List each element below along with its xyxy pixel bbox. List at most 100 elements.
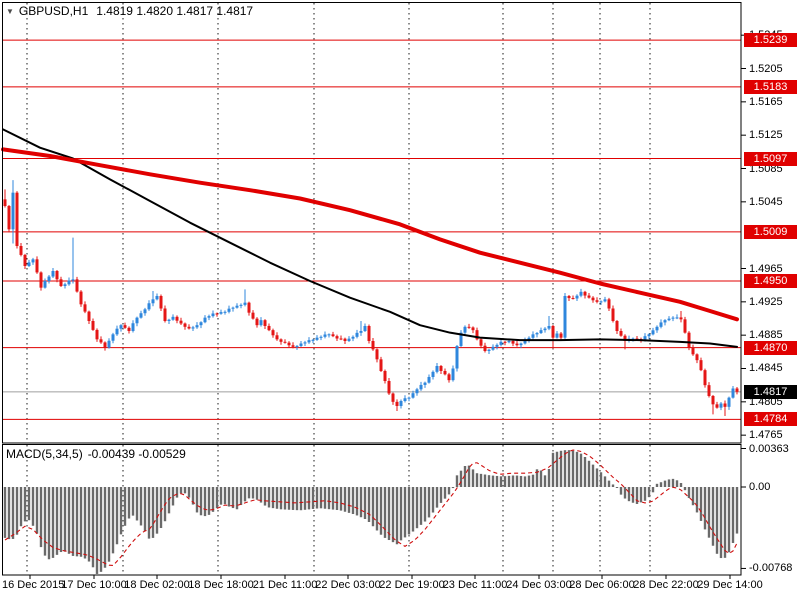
macd-histogram-bar: [179, 487, 183, 494]
candle-body: [435, 365, 439, 372]
macd-histogram-bar: [327, 487, 331, 510]
macd-histogram-bar: [443, 487, 447, 499]
macd-histogram-bar: [403, 487, 407, 538]
candle-body: [307, 340, 311, 343]
price-tick-label: 1.4805: [749, 395, 783, 408]
candle-body: [155, 295, 159, 300]
candle-body: [415, 389, 419, 394]
macd-histogram-bar: [7, 487, 11, 540]
candle-body: [499, 341, 503, 345]
candle-body: [567, 295, 571, 299]
candle-body: [347, 338, 351, 341]
macd-histogram-bar: [663, 480, 667, 487]
candle-body: [547, 325, 551, 329]
ohlc-quotes: 1.4819 1.4820 1.4817 1.4817: [96, 4, 254, 18]
macd-histogram-bar: [419, 487, 423, 525]
current-price-label: 1.4817: [744, 384, 797, 399]
macd-histogram-bar: [707, 487, 711, 538]
macd-histogram-bar: [687, 487, 691, 499]
macd-histogram-bar: [111, 487, 115, 554]
macd-histogram-bar: [619, 487, 623, 495]
macd-histogram-bar: [43, 487, 47, 556]
candle-body: [219, 312, 223, 314]
candle-body: [15, 192, 19, 247]
price-tick-label: 1.5045: [749, 195, 783, 208]
macd-histogram-bar: [355, 487, 359, 516]
candle-body: [187, 326, 191, 329]
candle-body: [695, 354, 699, 361]
candle-body: [83, 304, 87, 312]
candle-body: [571, 298, 575, 300]
macd-histogram-bar: [19, 487, 23, 527]
candle-body: [135, 317, 139, 324]
macd-histogram-bar: [75, 487, 79, 557]
candle-body: [107, 340, 111, 348]
candle-body: [147, 303, 151, 310]
candle-body: [95, 329, 99, 340]
macd-histogram-bar: [63, 487, 67, 552]
macd-histogram-bar: [703, 487, 707, 530]
macd-histogram-bar: [711, 487, 715, 546]
macd-histogram-bar: [167, 487, 171, 514]
macd-histogram-bar: [203, 487, 207, 517]
candle-body: [211, 313, 215, 317]
candle-body: [479, 339, 483, 346]
candle-body: [323, 334, 327, 337]
macd-histogram-bar: [343, 487, 347, 512]
macd-histogram-bar: [543, 475, 547, 487]
macd-histogram-bar: [219, 487, 223, 505]
macd-histogram-bar: [71, 487, 75, 556]
candle-body: [387, 380, 391, 394]
candle-body: [407, 397, 411, 399]
candle-body: [399, 400, 403, 406]
candle-body: [251, 312, 255, 319]
macd-histogram-bar: [215, 487, 219, 509]
time-axis-label: 22 Dec 19:00: [379, 579, 445, 591]
macd-histogram-bar: [35, 487, 39, 534]
candle-body: [507, 340, 511, 343]
macd-histogram-bar: [587, 460, 591, 487]
macd-histogram-bar: [423, 487, 427, 522]
candle-body: [303, 342, 307, 344]
macd-histogram-bar: [187, 487, 191, 498]
candle-body: [111, 334, 115, 341]
candle-body: [591, 297, 595, 301]
candle-body: [535, 333, 539, 335]
candle-body: [619, 330, 623, 336]
macd-histogram-bar: [107, 487, 111, 562]
macd-histogram-bar: [487, 475, 491, 487]
macd-histogram-bar: [643, 487, 647, 501]
macd-histogram-bar: [315, 487, 319, 509]
macd-histogram-bar: [371, 487, 375, 527]
macd-tick-label: -0.00768: [749, 562, 793, 575]
candle-body: [427, 376, 431, 383]
macd-histogram-bar: [255, 487, 259, 500]
candle-body: [551, 325, 555, 338]
candle-body: [279, 339, 283, 342]
candle-body: [483, 345, 487, 351]
macd-histogram-bar: [399, 487, 403, 541]
candle-body: [3, 199, 7, 207]
candle-body: [271, 330, 275, 336]
macd-histogram-bar: [159, 487, 163, 529]
candle-body: [655, 326, 659, 331]
candle-body: [183, 323, 187, 327]
symbol-dropdown-icon[interactable]: ▼: [6, 7, 14, 16]
macd-histogram-bar: [695, 487, 699, 513]
candle-body: [663, 320, 667, 323]
candle-body: [215, 313, 219, 315]
candle-body: [471, 327, 475, 331]
candle-body: [543, 328, 547, 331]
candle-body: [699, 360, 703, 371]
candle-body: [351, 336, 355, 339]
macd-histogram-bar: [411, 487, 415, 532]
candle-body: [363, 325, 367, 331]
candle-body: [675, 317, 679, 319]
candle-body: [311, 339, 315, 341]
macd-histogram-bar: [251, 487, 255, 499]
macd-histogram-bar: [363, 487, 367, 519]
macd-histogram-bar: [671, 478, 675, 487]
candle-body: [607, 299, 611, 309]
